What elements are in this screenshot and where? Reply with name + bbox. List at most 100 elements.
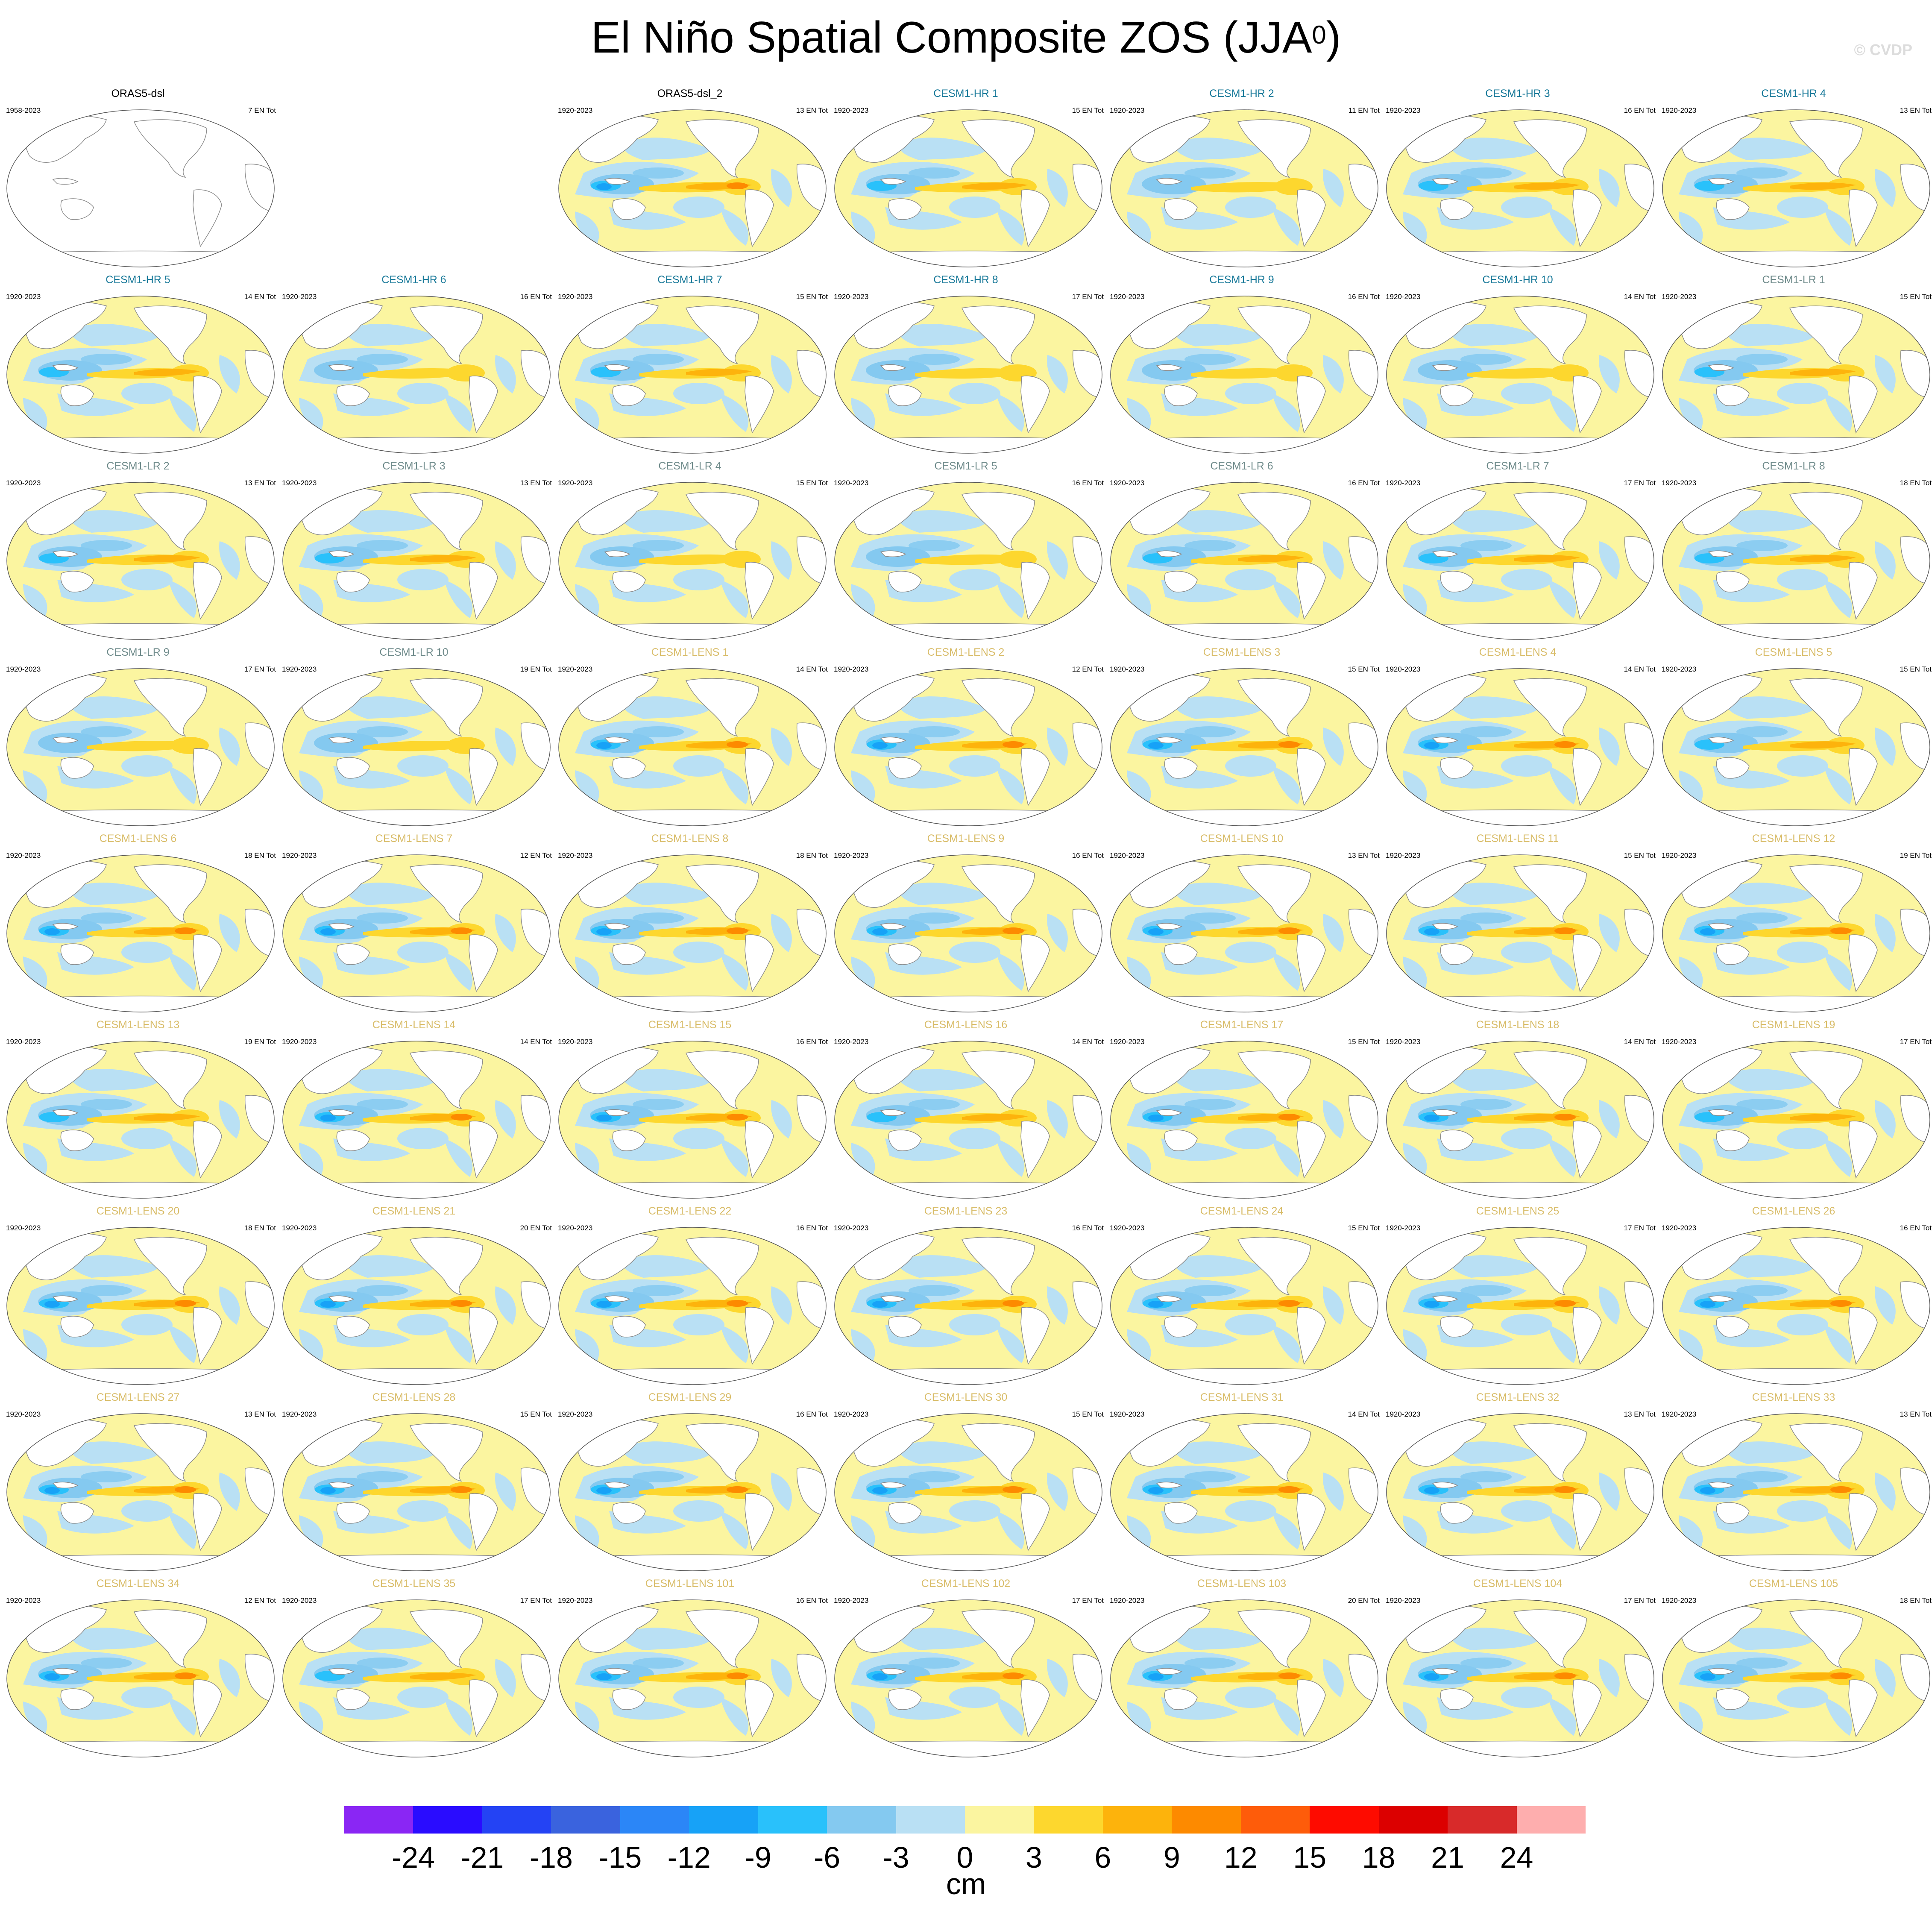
page-title-close: ) xyxy=(1326,13,1341,62)
panel-event-count: 15 EN Tot xyxy=(796,479,828,487)
map-panel: CESM1-HR 1 1920-2023 15 EN Tot xyxy=(828,88,1104,274)
panel-years: 1920-2023 xyxy=(282,1596,317,1605)
map-panel: ORAS5-dsl 1958-2023 7 EN Tot xyxy=(0,88,276,274)
map-panel: CESM1-LENS 104 1920-2023 17 EN Tot xyxy=(1380,1578,1656,1764)
panel-years: 1920-2023 xyxy=(834,851,869,860)
panel-title: CESM1-LR 7 xyxy=(1486,460,1549,472)
panel-title: CESM1-LENS 23 xyxy=(924,1205,1008,1217)
world-map xyxy=(1662,1413,1930,1571)
panel-event-count: 16 EN Tot xyxy=(1348,293,1380,301)
map-panel: CESM1-LENS 12 1920-2023 19 EN Tot xyxy=(1656,833,1932,1019)
colorbar-box xyxy=(1102,1806,1172,1834)
panel-title: CESM1-LENS 30 xyxy=(924,1391,1008,1403)
map-panel: CESM1-LR 10 1920-2023 19 EN Tot xyxy=(276,646,552,833)
panel-event-count: 16 EN Tot xyxy=(796,1596,828,1605)
map-panel: CESM1-LENS 8 1920-2023 18 EN Tot xyxy=(552,833,828,1019)
map-panel: CESM1-LENS 101 1920-2023 16 EN Tot xyxy=(552,1578,828,1764)
map-panel: CESM1-LENS 23 1920-2023 16 EN Tot xyxy=(828,1205,1104,1391)
panel-years: 1920-2023 xyxy=(1386,1410,1421,1418)
panel-event-count: 17 EN Tot xyxy=(1072,293,1104,301)
world-map xyxy=(1110,482,1378,640)
panel-title: CESM1-HR 7 xyxy=(657,274,722,286)
panel-years: 1920-2023 xyxy=(282,851,317,860)
cvdp-watermark: © CVDP xyxy=(1854,41,1912,59)
panel-event-count: 20 EN Tot xyxy=(1348,1596,1380,1605)
panel-title: CESM1-LENS 24 xyxy=(1200,1205,1284,1217)
colorbar-box xyxy=(689,1806,759,1834)
world-map xyxy=(282,668,551,826)
map-panel: CESM1-LENS 16 1920-2023 14 EN Tot xyxy=(828,1019,1104,1205)
colorbar-box xyxy=(965,1806,1034,1834)
panel-event-count: 20 EN Tot xyxy=(520,1224,552,1232)
colorbar-tick-label: 18 xyxy=(1362,1841,1395,1874)
colorbar-box xyxy=(482,1806,551,1834)
panel-title: CESM1-LENS 105 xyxy=(1749,1578,1838,1590)
panel-years: 1920-2023 xyxy=(834,1224,869,1232)
panel-event-count: 16 EN Tot xyxy=(1348,479,1380,487)
map-panel: CESM1-LR 8 1920-2023 18 EN Tot xyxy=(1656,460,1932,646)
map-panel: CESM1-LR 7 1920-2023 17 EN Tot xyxy=(1380,460,1656,646)
world-map xyxy=(6,1227,275,1385)
panel-event-count: 16 EN Tot xyxy=(1900,1224,1932,1232)
panel-event-count: 18 EN Tot xyxy=(1900,479,1932,487)
world-map xyxy=(282,296,551,454)
panel-years: 1920-2023 xyxy=(6,665,41,673)
colorbar-tick-label: -18 xyxy=(529,1841,573,1874)
panel-years: 1920-2023 xyxy=(558,1410,593,1418)
panel-event-count: 16 EN Tot xyxy=(1624,106,1656,114)
panel-event-count: 11 EN Tot xyxy=(1348,106,1380,114)
panel-years: 1920-2023 xyxy=(1386,1596,1421,1605)
panel-years: 1920-2023 xyxy=(558,851,593,860)
panel-event-count: 17 EN Tot xyxy=(1072,1596,1104,1605)
colorbar-tick-label: 21 xyxy=(1431,1841,1465,1874)
world-map xyxy=(558,668,827,826)
world-map xyxy=(834,296,1102,454)
colorbar-tick-label: -21 xyxy=(460,1841,504,1874)
panel-years: 1920-2023 xyxy=(282,665,317,673)
world-map xyxy=(1110,1599,1378,1757)
map-panel: CESM1-LENS 13 1920-2023 19 EN Tot xyxy=(0,1019,276,1205)
panel-event-count: 14 EN Tot xyxy=(1624,1038,1656,1046)
panel-event-count: 13 EN Tot xyxy=(244,1410,276,1418)
page-title: El Niño Spatial Composite ZOS (JJA0) xyxy=(0,12,1932,63)
colorbar-tick-label: -12 xyxy=(667,1841,711,1874)
panel-title: CESM1-LENS 5 xyxy=(1755,646,1832,658)
map-panel: CESM1-LENS 29 1920-2023 16 EN Tot xyxy=(552,1391,828,1578)
panel-title: CESM1-LENS 11 xyxy=(1476,833,1559,845)
panel-title: CESM1-LENS 25 xyxy=(1476,1205,1560,1217)
map-panel: CESM1-HR 10 1920-2023 14 EN Tot xyxy=(1380,274,1656,460)
map-panel: CESM1-LENS 24 1920-2023 15 EN Tot xyxy=(1104,1205,1380,1391)
panel-event-count: 7 EN Tot xyxy=(248,106,276,114)
panel-years: 1920-2023 xyxy=(282,1038,317,1046)
map-panel: CESM1-LENS 10 1920-2023 13 EN Tot xyxy=(1104,833,1380,1019)
world-map xyxy=(1110,854,1378,1012)
map-panel: CESM1-LENS 26 1920-2023 16 EN Tot xyxy=(1656,1205,1932,1391)
map-panel: CESM1-LENS 1 1920-2023 14 EN Tot xyxy=(552,646,828,833)
panel-event-count: 16 EN Tot xyxy=(796,1224,828,1232)
map-panel: CESM1-LENS 19 1920-2023 17 EN Tot xyxy=(1656,1019,1932,1205)
panel-years: 1920-2023 xyxy=(1386,851,1421,860)
panel-title: CESM1-LENS 102 xyxy=(921,1578,1011,1590)
panel-title: CESM1-LENS 101 xyxy=(645,1578,735,1590)
panel-event-count: 15 EN Tot xyxy=(1624,851,1656,860)
panel-years: 1920-2023 xyxy=(282,1410,317,1418)
map-panel: CESM1-LENS 3 1920-2023 15 EN Tot xyxy=(1104,646,1380,833)
panel-years: 1920-2023 xyxy=(1386,1038,1421,1046)
panel-event-count: 13 EN Tot xyxy=(1348,851,1380,860)
map-panel: CESM1-LR 6 1920-2023 16 EN Tot xyxy=(1104,460,1380,646)
world-map xyxy=(558,1599,827,1757)
panel-years: 1920-2023 xyxy=(558,479,593,487)
panel-title: CESM1-LENS 21 xyxy=(372,1205,456,1217)
panel-event-count: 16 EN Tot xyxy=(796,1410,828,1418)
world-map xyxy=(1110,1413,1378,1571)
world-map xyxy=(1110,668,1378,826)
map-panel: CESM1-HR 3 1920-2023 16 EN Tot xyxy=(1380,88,1656,274)
panel-years: 1920-2023 xyxy=(1662,1224,1697,1232)
map-panel: CESM1-LR 4 1920-2023 15 EN Tot xyxy=(552,460,828,646)
panel-title: CESM1-LR 9 xyxy=(106,646,170,658)
world-map xyxy=(834,482,1102,640)
panel-years: 1920-2023 xyxy=(1110,1224,1145,1232)
map-panel: CESM1-LR 2 1920-2023 13 EN Tot xyxy=(0,460,276,646)
panel-title: CESM1-HR 10 xyxy=(1482,274,1553,286)
panel-years: 1920-2023 xyxy=(1662,106,1697,114)
